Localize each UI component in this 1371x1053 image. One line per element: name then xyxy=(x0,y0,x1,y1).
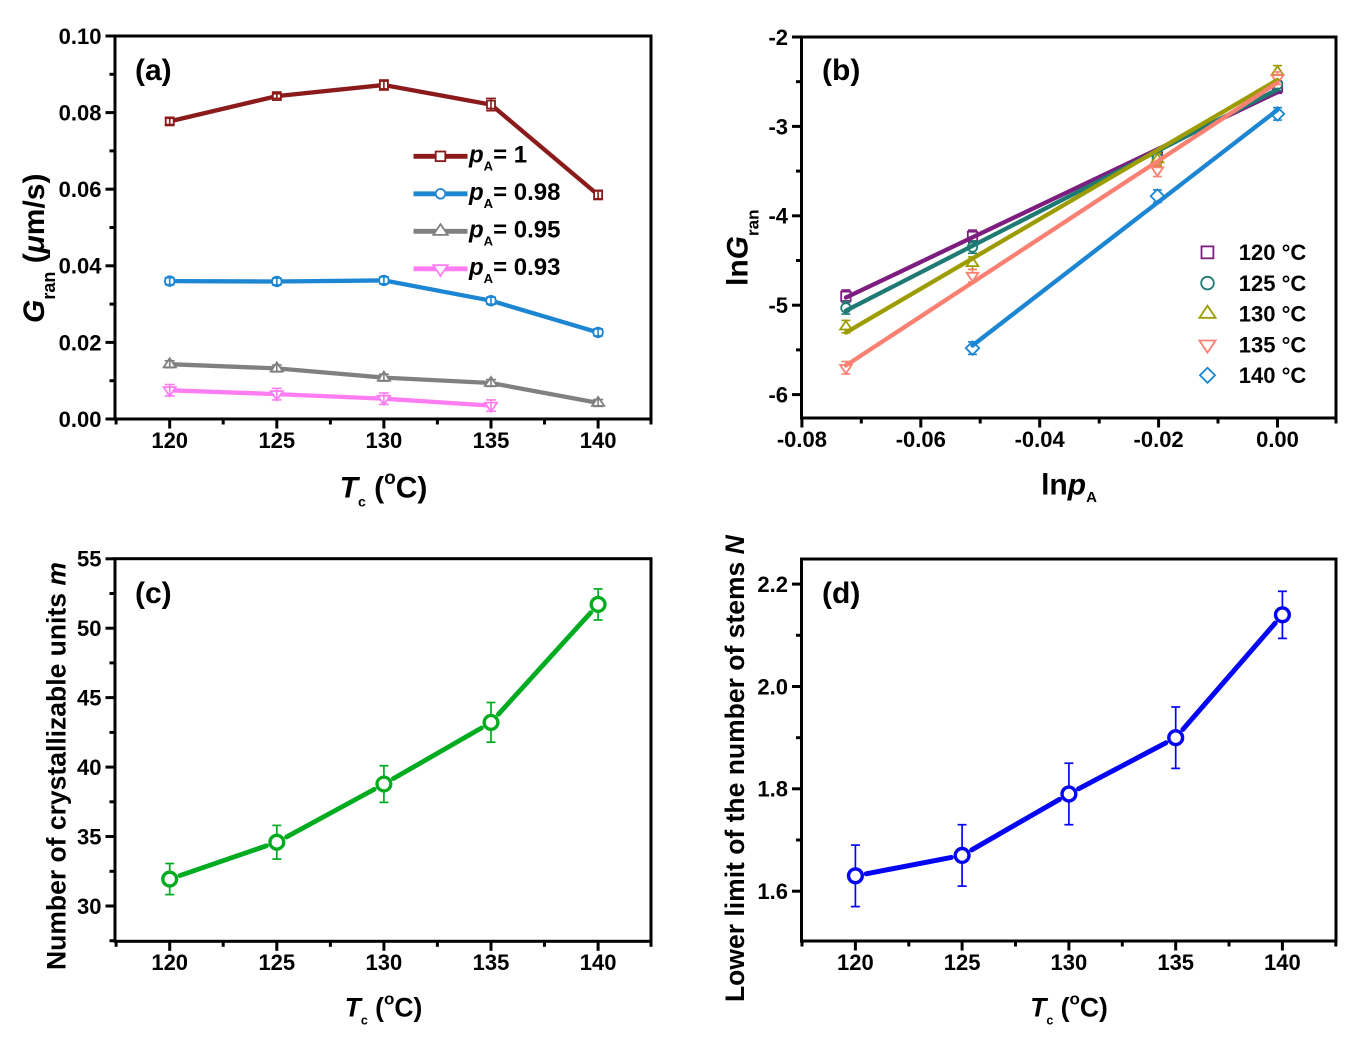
svg-text:130: 130 xyxy=(366,428,403,453)
svg-text:(c): (c) xyxy=(135,577,172,610)
svg-text:-0.08: -0.08 xyxy=(777,427,827,452)
svg-text:40: 40 xyxy=(77,755,101,780)
svg-text:125: 125 xyxy=(258,950,295,975)
svg-text:120: 120 xyxy=(837,950,874,975)
svg-text:pA= 1: pA= 1 xyxy=(468,142,527,174)
svg-text:120: 120 xyxy=(151,428,188,453)
svg-text:-0.02: -0.02 xyxy=(1134,427,1184,452)
svg-text:1.8: 1.8 xyxy=(757,777,788,802)
svg-text:-0.06: -0.06 xyxy=(896,427,946,452)
svg-text:-5: -5 xyxy=(768,293,788,318)
svg-text:-0.04: -0.04 xyxy=(1015,427,1066,452)
svg-text:50: 50 xyxy=(77,616,101,641)
svg-text:135: 135 xyxy=(1157,950,1194,975)
svg-text:Tc (oC): Tc (oC) xyxy=(1030,989,1108,1027)
svg-text:(d): (d) xyxy=(822,577,860,610)
svg-text:125 °C: 125 °C xyxy=(1239,271,1307,296)
svg-text:140: 140 xyxy=(1264,950,1301,975)
svg-text:0.02: 0.02 xyxy=(59,330,102,355)
svg-text:135: 135 xyxy=(473,428,510,453)
svg-text:Number of crystallizable units: Number of crystallizable units m xyxy=(42,562,72,970)
svg-text:0.08: 0.08 xyxy=(59,101,102,126)
svg-text:-4: -4 xyxy=(768,204,788,229)
svg-text:Gran (μm/s): Gran (μm/s) xyxy=(18,174,59,323)
svg-text:2.2: 2.2 xyxy=(757,572,788,597)
svg-text:30: 30 xyxy=(77,894,101,919)
svg-text:(b): (b) xyxy=(822,54,860,87)
svg-text:130: 130 xyxy=(366,950,403,975)
svg-text:45: 45 xyxy=(77,686,101,711)
svg-text:1.6: 1.6 xyxy=(757,879,788,904)
svg-text:-3: -3 xyxy=(768,114,788,139)
svg-text:-2: -2 xyxy=(768,25,788,50)
svg-text:0.04: 0.04 xyxy=(59,254,103,279)
svg-text:Tc (oC): Tc (oC) xyxy=(345,989,423,1027)
svg-text:2.0: 2.0 xyxy=(757,674,788,699)
svg-text:35: 35 xyxy=(77,824,101,849)
svg-text:120 °C: 120 °C xyxy=(1239,240,1307,265)
svg-text:pA= 0.93: pA= 0.93 xyxy=(468,254,560,286)
svg-text:130 °C: 130 °C xyxy=(1239,302,1307,327)
svg-text:Lower limit of the number of s: Lower limit of the number of stems N xyxy=(720,534,750,1002)
svg-text:0.00: 0.00 xyxy=(1256,427,1299,452)
svg-text:Tc (oC): Tc (oC) xyxy=(340,468,428,510)
svg-text:55: 55 xyxy=(77,547,101,572)
svg-text:135: 135 xyxy=(473,950,510,975)
svg-text:120: 120 xyxy=(151,950,188,975)
svg-text:135 °C: 135 °C xyxy=(1239,332,1307,357)
svg-text:130: 130 xyxy=(1051,950,1088,975)
svg-text:140: 140 xyxy=(580,950,617,975)
svg-text:-6: -6 xyxy=(768,383,788,408)
svg-text:125: 125 xyxy=(944,950,981,975)
svg-text:125: 125 xyxy=(258,428,295,453)
svg-text:pA= 0.98: pA= 0.98 xyxy=(468,179,560,211)
svg-text:(a): (a) xyxy=(135,54,172,87)
svg-text:140: 140 xyxy=(580,428,617,453)
svg-text:0.10: 0.10 xyxy=(59,24,102,49)
svg-text:pA= 0.95: pA= 0.95 xyxy=(468,217,560,249)
svg-text:0.06: 0.06 xyxy=(59,177,102,202)
svg-text:0.00: 0.00 xyxy=(59,407,102,432)
svg-text:140 °C: 140 °C xyxy=(1239,363,1307,388)
